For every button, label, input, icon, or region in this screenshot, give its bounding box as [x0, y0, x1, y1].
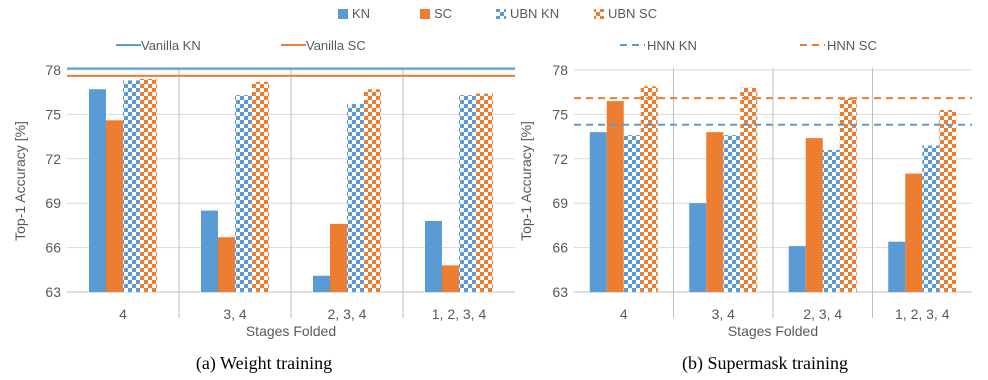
y-tick-label: 75: [45, 106, 61, 122]
x-tick-label: 3, 4: [223, 306, 247, 322]
bar-ubn-sc-1: [740, 87, 758, 292]
bar-ubn-kn-0: [123, 80, 140, 292]
y-tick-label: 66: [552, 240, 568, 256]
chart-weight-training: 63 66 69 72 75 78 4 3, 4 2, 3, 4 1, 2, 3, 4 Stages…: [12, 62, 515, 374]
line-legend-b: HNN KN HNN SC: [620, 38, 877, 53]
bar-ubn-kn-2: [347, 104, 364, 292]
bar-ubn-kn-3: [922, 145, 940, 292]
legend-swatch-ubn-sc: [594, 9, 604, 19]
chart-supermask-training: 63 66 69 72 75 78 4 3, 4 2, 3, 4 1, 2, 3, 4 Stages…: [518, 62, 972, 374]
legend-label-ubn-sc: UBN SC: [608, 6, 657, 21]
legend-label-ubn-kn: UBN KN: [510, 6, 559, 21]
y-tick-label: 69: [552, 195, 568, 211]
bar-ubn-sc-0: [640, 86, 658, 292]
legend-label-hnn-kn: HNN KN: [647, 38, 697, 53]
x-tick-label: 4: [620, 306, 628, 322]
y-tick-label: 72: [45, 151, 61, 167]
bar-kn-3: [425, 220, 442, 292]
y-tick-label: 69: [45, 195, 61, 211]
bar-ubn-sc-2: [839, 98, 857, 293]
bar-ubn-kn-1: [723, 135, 741, 292]
bar-sc-2: [805, 138, 823, 292]
bar-kn-2: [313, 275, 330, 292]
legend-swatch-ubn-kn: [496, 9, 506, 19]
x-tick-label: 1, 2, 3, 4: [895, 306, 950, 322]
legend-swatch-sc: [420, 9, 430, 19]
x-tick-label: 1, 2, 3, 4: [432, 306, 487, 322]
legend-label-kn: KN: [352, 6, 370, 21]
legend-label-sc: SC: [434, 6, 452, 21]
x-tick-label: 4: [119, 306, 127, 322]
bar-kn-2: [788, 246, 806, 292]
bar-kn-0: [89, 89, 106, 293]
bar-kn-1: [201, 210, 218, 292]
legend-label-vanilla-sc: Vanilla SC: [306, 38, 366, 53]
figure-caption: (b) Supermask training: [682, 353, 848, 374]
line-legend-a: Vanilla KN Vanilla SC: [116, 38, 366, 53]
bar-sc-2: [330, 223, 347, 292]
y-tick-label: 63: [552, 284, 568, 300]
bar-ubn-sc-3: [939, 109, 957, 293]
x-axis-title: Stages Folded: [246, 323, 336, 339]
bar-kn-0: [589, 132, 607, 292]
bar-sc-3: [442, 265, 459, 292]
bar-ubn-kn-3: [459, 95, 476, 292]
x-tick-label: 3, 4: [712, 306, 736, 322]
y-tick-label: 78: [552, 62, 568, 78]
bar-sc-1: [706, 132, 724, 292]
bar-sc-0: [606, 101, 624, 292]
x-tick-label: 2, 3, 4: [803, 306, 842, 322]
bar-ubn-kn-2: [822, 149, 840, 292]
bar-ubn-sc-3: [476, 93, 493, 293]
x-axis-title: Stages Folded: [728, 323, 818, 339]
bar-ubn-kn-1: [235, 95, 252, 292]
y-tick-label: 66: [45, 240, 61, 256]
y-tick-label: 72: [552, 151, 568, 167]
bar-kn-1: [689, 203, 707, 292]
x-tick-label: 2, 3, 4: [328, 306, 367, 322]
bar-ubn-sc-0: [140, 78, 157, 292]
bar-sc-1: [218, 237, 235, 292]
bar-ubn-sc-2: [364, 89, 381, 293]
legend-swatch-kn: [338, 9, 348, 19]
bar-ubn-kn-0: [623, 135, 641, 292]
y-axis-title: Top-1 Accuracy [%]: [12, 121, 28, 241]
y-axis-title: Top-1 Accuracy [%]: [518, 121, 534, 241]
bar-sc-0: [106, 120, 123, 292]
y-tick-label: 63: [45, 284, 61, 300]
bar-legend: KN SC UBN KN UBN SC: [338, 6, 657, 21]
bar-ubn-sc-1: [252, 81, 269, 292]
figure-caption: (a) Weight training: [196, 353, 332, 374]
legend-label-vanilla-kn: Vanilla KN: [141, 38, 201, 53]
bar-kn-3: [888, 241, 906, 292]
y-tick-label: 78: [45, 62, 61, 78]
bar-sc-3: [905, 173, 923, 292]
legend-label-hnn-sc: HNN SC: [827, 38, 877, 53]
y-tick-label: 75: [552, 106, 568, 122]
